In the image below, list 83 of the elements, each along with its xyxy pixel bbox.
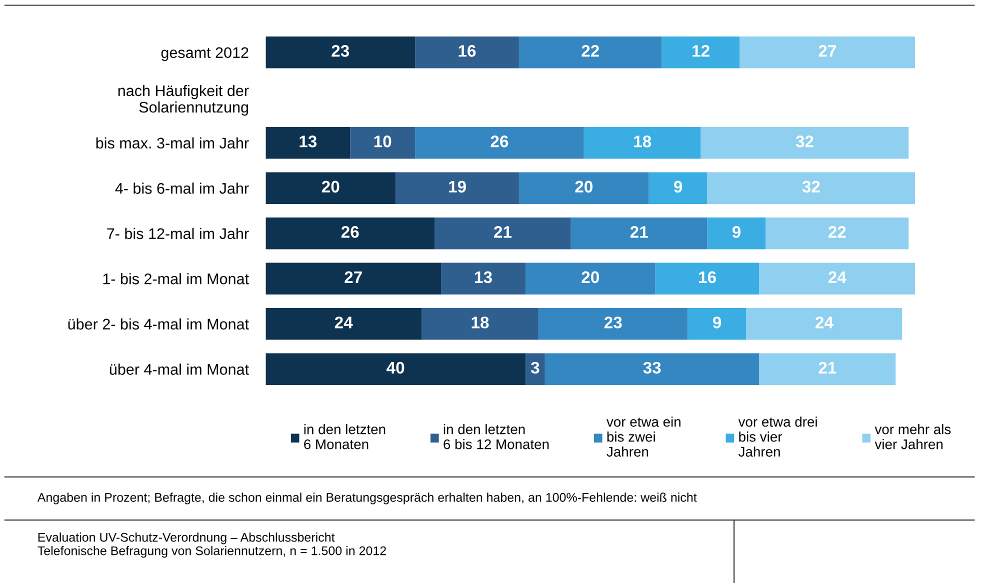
data-label: 24 [828, 271, 846, 283]
data-label: 20 [582, 271, 599, 284]
data-label: 19 [449, 180, 466, 193]
data-label: 21 [494, 226, 512, 238]
bar [518, 36, 662, 68]
bar [266, 262, 442, 294]
y-tick-label: 7- bis 12-mal im Jahr [107, 228, 249, 240]
data-label: 33 [643, 362, 661, 374]
bar [266, 127, 350, 159]
bar [415, 127, 584, 159]
data-label: 22 [828, 226, 846, 238]
data-label: 20 [322, 180, 340, 193]
y-tick-label: bis max. 3-mal im Jahr [96, 137, 249, 149]
data-label: 32 [796, 136, 814, 148]
data-label: 24 [816, 316, 834, 328]
data-label: 22 [582, 45, 600, 57]
bar [518, 172, 649, 204]
data-label: 20 [575, 180, 592, 193]
bar [434, 218, 571, 250]
bar [525, 353, 545, 385]
data-label: 3 [530, 362, 540, 374]
bar [746, 308, 902, 340]
bar [688, 308, 746, 340]
bar [544, 353, 760, 385]
data-label: 16 [699, 271, 716, 284]
data-label: 12 [692, 45, 710, 57]
legend-label: in den letzten 6 Monaten [304, 424, 386, 450]
y-tick-label: über 4-mal im Monat [110, 364, 249, 375]
bar [266, 353, 526, 385]
bar [648, 172, 708, 204]
data-label: 13 [300, 136, 317, 148]
data-label: 16 [458, 45, 476, 57]
data-label: 9 [732, 226, 741, 238]
legend-label: vor etwa drei bis vier Jahren [738, 416, 817, 457]
data-label: 23 [332, 45, 350, 57]
bar [759, 353, 896, 385]
bar [266, 308, 422, 340]
data-label: 32 [802, 180, 820, 193]
bar [584, 127, 701, 159]
bar [707, 172, 916, 204]
bar [538, 308, 688, 340]
text: Angaben in Prozent; Befragte, die schon einmal ein Beratungsgespräch erhalten haben, an 100%-Fehlende: weiß nicht [37, 492, 697, 504]
bar [662, 36, 740, 68]
bar [266, 36, 416, 68]
bar [707, 218, 766, 250]
data-label: 9 [712, 316, 722, 328]
bar [266, 172, 396, 204]
data-label: 21 [630, 226, 648, 238]
bar [396, 172, 519, 204]
y-tick-label: 4- bis 6-mal im Jahr [115, 182, 249, 194]
data-label: 21 [818, 362, 836, 374]
data-label: 18 [634, 136, 652, 148]
y-tick-label: 1- bis 2-mal im Monat [103, 273, 249, 284]
data-label: 40 [386, 362, 404, 374]
legend-label: vor mehr als vier Jahren [874, 424, 951, 450]
bar [570, 218, 708, 250]
data-label: 24 [334, 316, 353, 328]
bar [759, 262, 916, 294]
data-label: 27 [344, 271, 362, 283]
y-tick-label: gesamt 2012 [161, 47, 248, 62]
data-label: 10 [374, 136, 392, 148]
bar [740, 36, 916, 68]
bar [422, 308, 538, 340]
y-tick-label: über 2- bis 4-mal im Monat [68, 318, 249, 330]
bar [415, 36, 519, 68]
data-label: 27 [818, 45, 836, 57]
y-tick-label: nach Häufigkeit der Solariennutzung [118, 84, 249, 116]
bar [350, 127, 416, 159]
bar [266, 218, 435, 250]
data-label: 26 [341, 226, 359, 238]
bar [525, 262, 656, 294]
data-label: 13 [475, 271, 492, 284]
data-label: 26 [490, 136, 508, 148]
text: Evaluation UV-Schutz-Verordnung – Abschlussbericht Telefonische Befragung von Solariennutzern, n = 1.500 in 2012 [38, 532, 386, 558]
data-label: 23 [604, 316, 622, 328]
data-label: 18 [472, 316, 489, 328]
bar [655, 262, 760, 294]
legend-label: vor etwa ein bis zwei Jahren [606, 416, 680, 457]
bar [441, 262, 526, 294]
data-label: 9 [674, 180, 682, 193]
bar [700, 127, 909, 159]
legend-label: in den letzten 6 bis 12 Monaten [444, 424, 549, 450]
bar [766, 218, 909, 250]
